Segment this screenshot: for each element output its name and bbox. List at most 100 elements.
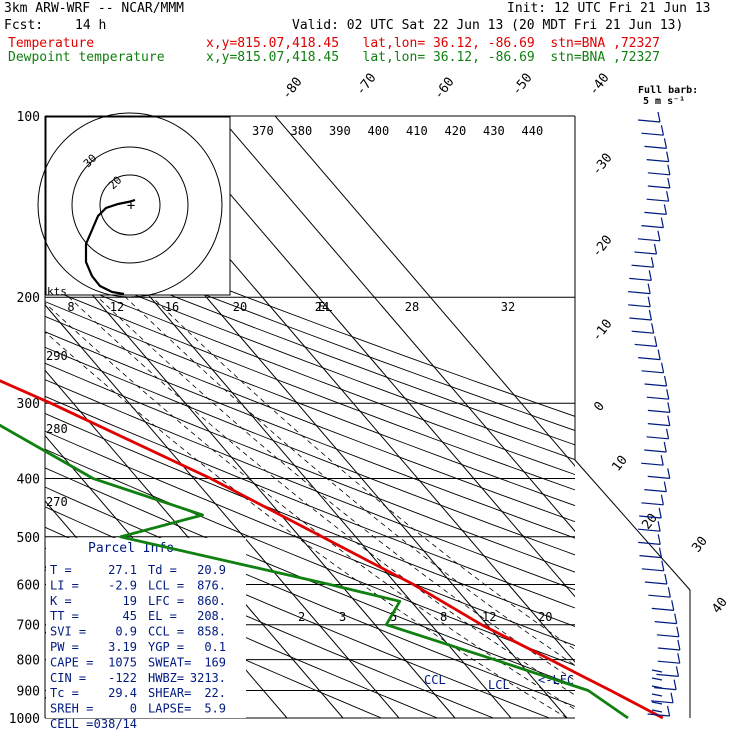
wind-barb-flag bbox=[657, 349, 661, 360]
wind-barb bbox=[648, 594, 671, 598]
isotherm-line bbox=[45, 304, 400, 718]
mixing-ratio-label: 12 bbox=[482, 610, 496, 624]
wind-barb bbox=[646, 436, 669, 440]
parcel-info-value: 858. bbox=[197, 625, 226, 639]
parcel-info-value: 208. bbox=[197, 609, 226, 623]
wind-barb bbox=[629, 277, 652, 281]
moist-adiabat-line bbox=[68, 296, 575, 696]
isentrope-label: 440 bbox=[522, 124, 544, 138]
isentrope-label: 430 bbox=[483, 124, 505, 138]
el-marker: EL bbox=[318, 300, 332, 314]
wind-barb bbox=[657, 660, 680, 664]
parcel-info-value: -2.9 bbox=[108, 578, 137, 592]
parcel-info-value: 169 bbox=[204, 655, 226, 669]
wind-barb-flag bbox=[660, 125, 665, 136]
wind-barb-flag bbox=[666, 191, 670, 202]
dry-adiabat-line bbox=[45, 379, 575, 591]
wind-barb bbox=[651, 685, 663, 689]
wind-barb-flag bbox=[666, 389, 670, 400]
parcel-info-key: LFC = bbox=[148, 594, 184, 608]
dry-adiabat-line bbox=[45, 286, 575, 491]
isotherm-label: 30 bbox=[689, 534, 710, 556]
isentrope-label: 420 bbox=[445, 124, 467, 138]
isentrope-label: 410 bbox=[406, 124, 428, 138]
wind-barb-flag bbox=[663, 481, 667, 492]
mixing-ratio-label: 2 bbox=[298, 610, 305, 624]
wind-barb bbox=[644, 449, 667, 453]
isotherm-line bbox=[45, 238, 456, 718]
parcel-info-key: EL = bbox=[148, 609, 177, 623]
model-title: 3km ARW-WRF -- NCAR/MMM bbox=[4, 1, 185, 16]
wind-barb bbox=[656, 673, 679, 677]
pressure-label: 700 bbox=[17, 619, 40, 634]
parcel-info-value: 27.1 bbox=[108, 563, 137, 577]
parcel-info-value: 860. bbox=[197, 594, 226, 608]
dewpoint-location: x,y=815.07,418.45 lat,lon= 36.12, -86.69… bbox=[206, 50, 660, 65]
wind-barb-flag bbox=[660, 362, 665, 373]
dry-adiabat-line bbox=[45, 413, 575, 627]
pressure-label: 800 bbox=[17, 654, 40, 669]
wind-barb bbox=[641, 132, 664, 136]
wind-barb-flag bbox=[671, 600, 675, 611]
dry-adiabat-line bbox=[45, 467, 575, 687]
pressure-label: 900 bbox=[17, 684, 40, 699]
isotherm-label: -80 bbox=[279, 75, 305, 103]
wind-barb-flag bbox=[661, 560, 665, 571]
dry-adiabat-line bbox=[45, 331, 575, 539]
wind-barb-flag bbox=[657, 230, 661, 241]
wind-barb-flag bbox=[667, 177, 671, 189]
hodograph-ring bbox=[37, 112, 223, 298]
wind-barb-flag bbox=[657, 521, 661, 532]
wind-barb bbox=[654, 621, 677, 625]
wind-barb-flag bbox=[660, 455, 664, 466]
isotherm-label: -70 bbox=[353, 71, 379, 99]
hodograph-axis-label: 8 bbox=[67, 300, 74, 314]
parcel-info-key: T = bbox=[50, 563, 72, 577]
wind-barb bbox=[651, 677, 663, 681]
dewpoint-legend: Dewpoint temperature bbox=[8, 50, 165, 65]
hodograph-axis-label: 28 bbox=[405, 300, 419, 314]
full-barb-label: Full barb: bbox=[638, 85, 698, 96]
isentrope-label: 390 bbox=[329, 124, 351, 138]
pressure-label: 400 bbox=[17, 472, 40, 487]
wind-barb bbox=[637, 119, 661, 123]
wind-barb bbox=[654, 687, 677, 691]
parcel-info-value: 45 bbox=[123, 609, 137, 623]
dry-adiabat-line bbox=[45, 430, 575, 647]
dry-adiabat-line bbox=[45, 231, 575, 431]
temperature-profile bbox=[0, 379, 664, 720]
wind-barb-flag bbox=[667, 164, 671, 175]
parcel-info-title: Parcel Info bbox=[88, 541, 174, 556]
parcel-info-value: 0.9 bbox=[115, 625, 137, 639]
parcel-info-value: 20.9 bbox=[197, 563, 226, 577]
wind-barb-flag bbox=[664, 573, 668, 585]
dry-adiabat-line bbox=[45, 346, 575, 556]
hodograph-trace bbox=[84, 198, 136, 296]
pressure-label: 100 bbox=[17, 110, 40, 125]
isotherm-label: -60 bbox=[431, 75, 457, 103]
parcel-info-key: SVI = bbox=[50, 625, 86, 639]
dry-adiabat-line bbox=[45, 218, 575, 417]
dewpoint-profile bbox=[0, 423, 629, 720]
parcel-info-value: 0.1 bbox=[204, 640, 226, 654]
parcel-info-value: -122 bbox=[108, 671, 137, 685]
wind-barb bbox=[628, 304, 651, 308]
pressure-label: 1000 bbox=[9, 712, 40, 727]
wind-barb bbox=[641, 462, 664, 466]
isotherm-label: -50 bbox=[509, 71, 535, 99]
wind-barb bbox=[647, 475, 670, 479]
wind-barb bbox=[628, 291, 651, 295]
wind-barb bbox=[634, 343, 657, 347]
temperature-location: x,y=815.07,418.45 lat,lon= 36.12, -86.69… bbox=[206, 36, 660, 51]
wind-barb bbox=[641, 225, 664, 229]
parcel-info-key: TT = bbox=[50, 609, 79, 623]
pressure-label: 300 bbox=[17, 397, 40, 412]
mixing-ratio-label: 3 bbox=[339, 610, 346, 624]
wind-barb-flag bbox=[677, 639, 681, 651]
wind-barb bbox=[647, 423, 670, 427]
isotherm-line bbox=[45, 369, 344, 718]
wind-barb-flag bbox=[663, 441, 667, 453]
wind-barb bbox=[644, 211, 667, 215]
parcel-info-value: 038/14 bbox=[94, 717, 137, 731]
full-barb-unit: 5 m s⁻¹ bbox=[643, 96, 685, 107]
